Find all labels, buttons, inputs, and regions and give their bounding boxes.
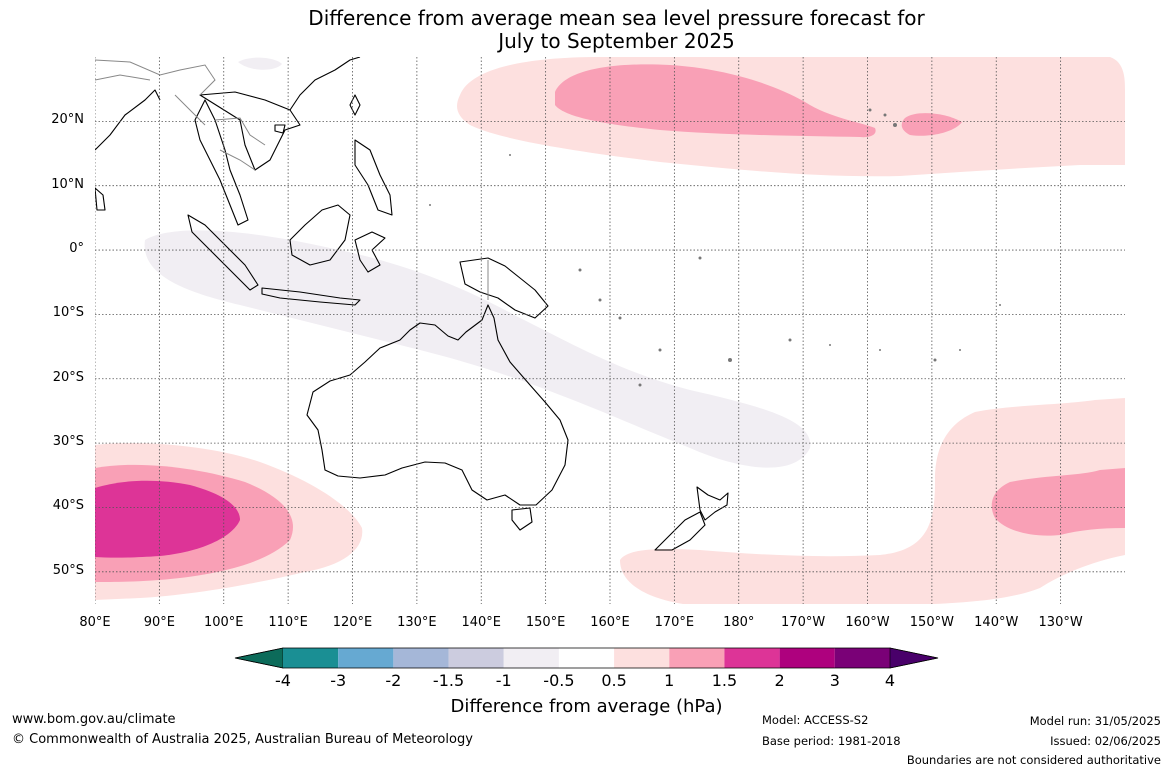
anomaly-region-south-pacific-0.5 (620, 398, 1125, 604)
anomaly-region-south-pacific-1.0 (991, 468, 1125, 536)
colorbar-segment (338, 648, 394, 668)
map-title-line1: Difference from average mean sea level p… (308, 6, 925, 30)
anomaly-region-north-pacific-1.0 (555, 64, 876, 138)
anomaly-region-indian-1.5 (95, 480, 240, 558)
taiwan-coastline (349, 94, 361, 116)
longitude-tick-label: 160°W (845, 615, 890, 630)
colorbar-segment (393, 648, 449, 668)
model-name: Model: ACCESS-S2 (762, 713, 869, 727)
china-east-coast (289, 57, 361, 111)
website-link[interactable]: www.bom.gov.au/climate (12, 712, 176, 727)
longitude-tick-label: 120°E (332, 615, 373, 630)
coastlines (95, 57, 729, 551)
longitude-tick-label: 100°E (203, 615, 244, 630)
pacific-islands (429, 108, 1001, 387)
colorbar-tick-label: 0.5 (601, 671, 627, 690)
longitude-tick-label: 140°W (974, 615, 1019, 630)
colorbar-label: Difference from average (hPa) (450, 696, 723, 717)
philippines-coastline (354, 139, 393, 216)
sri-lanka-coastline (95, 187, 106, 211)
nz-north-island-coastline (696, 486, 729, 521)
colorbar (234, 647, 939, 669)
latitude-tick-label: 20°N (51, 112, 84, 128)
anomaly-fields (95, 57, 1125, 604)
issued-date: Issued: 02/06/2025 (1050, 734, 1161, 748)
copyright-text: © Commonwealth of Australia 2025, Austra… (12, 732, 473, 747)
colorbar-segment (283, 648, 339, 668)
longitude-tick-label: 150°W (909, 615, 954, 630)
longitude-tick-label: 90°E (143, 615, 176, 630)
indochina-coastline (194, 99, 249, 226)
colorbar-outline (234, 647, 939, 669)
java-coastline (261, 287, 361, 306)
anomaly-region-small-negative (238, 57, 282, 70)
nz-south-island-coastline (654, 511, 706, 551)
colorbar-tick-label: -3 (330, 671, 347, 690)
colorbar-segment (503, 648, 559, 668)
longitude-tick-label: 160°E (590, 615, 630, 630)
colorbar-segment (834, 648, 890, 668)
new-guinea-coastline (459, 257, 549, 319)
hainan-coastline (274, 124, 286, 134)
longitude-tick-label: 140°E (461, 615, 502, 630)
colorbar-tick-label: -0.5 (543, 671, 575, 690)
longitude-tick-label: 80°E (79, 615, 111, 630)
south-china-coast (199, 91, 301, 171)
latitude-tick-label: 40°S (52, 498, 84, 514)
colorbar-tick-label: -1 (495, 671, 512, 690)
asia-borders (95, 59, 266, 171)
longitude-tick-label: 180° (723, 615, 755, 630)
anomaly-region-weak-negative (144, 230, 811, 468)
longitude-tick-label: 130°W (1038, 615, 1083, 630)
colorbar-segment (724, 648, 780, 668)
longitude-tick-label: 130°E (397, 615, 437, 630)
model-run-date: Model run: 31/05/2025 (1029, 714, 1161, 728)
boundaries-disclaimer: Boundaries are not considered authoritat… (906, 753, 1161, 767)
colorbar-segment (779, 648, 835, 668)
tasmania-coastline (511, 507, 533, 531)
colorbar-min-arrow (234, 647, 284, 669)
longitude-tick-label: 150°E (525, 615, 566, 630)
country-borders (95, 59, 489, 300)
latitude-tick-label: 50°S (52, 562, 84, 578)
longitude-tick-label: 170°E (654, 615, 695, 630)
borneo-coastline (289, 204, 351, 266)
graticule-lines (95, 57, 1125, 604)
colorbar-segment (614, 648, 670, 668)
colorbar-tick-label: 2 (774, 671, 785, 690)
colorbar-tick-label: -1.5 (432, 671, 465, 690)
australia-coastline (306, 304, 569, 506)
sulawesi-coastline (354, 231, 386, 273)
latitude-tick-label: 30°S (52, 434, 84, 450)
longitude-tick-label: 170°W (781, 615, 826, 630)
colorbar-tick-label: -2 (385, 671, 402, 690)
colorbar-segment (448, 648, 504, 668)
map-title-line2: July to September 2025 (498, 29, 735, 53)
colorbar-max-arrow (889, 647, 939, 669)
colorbar-tick-label: 3 (829, 671, 840, 690)
colorbar-segment (669, 648, 725, 668)
colorbar-tick-label: -4 (275, 671, 291, 690)
latitude-tick-label: 0° (69, 241, 84, 257)
sumatra-coastline (187, 214, 259, 291)
colorbar-tick-label: 4 (884, 671, 896, 690)
india-coastline (95, 89, 161, 151)
colorbar-segment (558, 648, 615, 668)
latitude-tick-label: 10°N (51, 176, 84, 192)
latitude-tick-label: 10°S (52, 305, 84, 321)
longitude-tick-label: 110°E (268, 615, 308, 630)
latitude-tick-label: 20°S (52, 369, 84, 385)
colorbar-tick-label: 1 (664, 671, 675, 690)
colorbar-tick-label: 1.5 (711, 671, 738, 690)
base-period: Base period: 1981-2018 (762, 734, 901, 748)
